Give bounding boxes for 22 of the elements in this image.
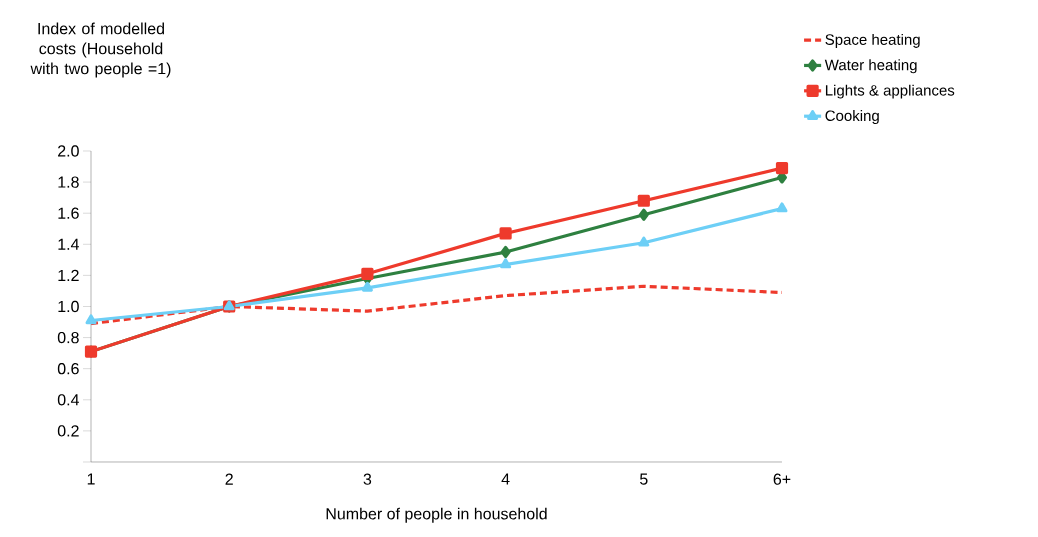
y-tick-label: 1.2 bbox=[58, 269, 79, 281]
x-tick-label: 1 bbox=[87, 473, 95, 485]
legend-label: Water heating bbox=[824, 59, 917, 74]
y-tick-label: 1.0 bbox=[58, 300, 79, 313]
y-tick-label: 1.8 bbox=[58, 176, 79, 188]
x-tick-label: 4 bbox=[501, 473, 510, 485]
x-tick-label: 2 bbox=[225, 473, 233, 485]
x-tick-label: 5 bbox=[640, 473, 648, 485]
legend-label: Space heating bbox=[825, 33, 920, 48]
y-tick-label: 0.8 bbox=[57, 331, 79, 344]
legend-label: Lights & appliances bbox=[825, 84, 955, 99]
y-tick-label: 1.6 bbox=[58, 207, 79, 219]
y-tick-label: 1.4 bbox=[58, 238, 79, 250]
x-tick-label: 3 bbox=[363, 473, 372, 485]
y-axis-title: Index of modelled costs (Household with two people =1) bbox=[30, 22, 171, 78]
y-tick-label: 0.6 bbox=[57, 363, 79, 375]
y-tick-label: 2.0 bbox=[58, 145, 79, 157]
y-tick-label: 0.4 bbox=[57, 394, 79, 406]
x-tick-label: 6+ bbox=[773, 473, 791, 485]
y-tick-label: 0.2 bbox=[57, 425, 79, 437]
legend-label: Cooking bbox=[825, 110, 879, 124]
x-axis-title: Number of people in household bbox=[326, 507, 547, 523]
